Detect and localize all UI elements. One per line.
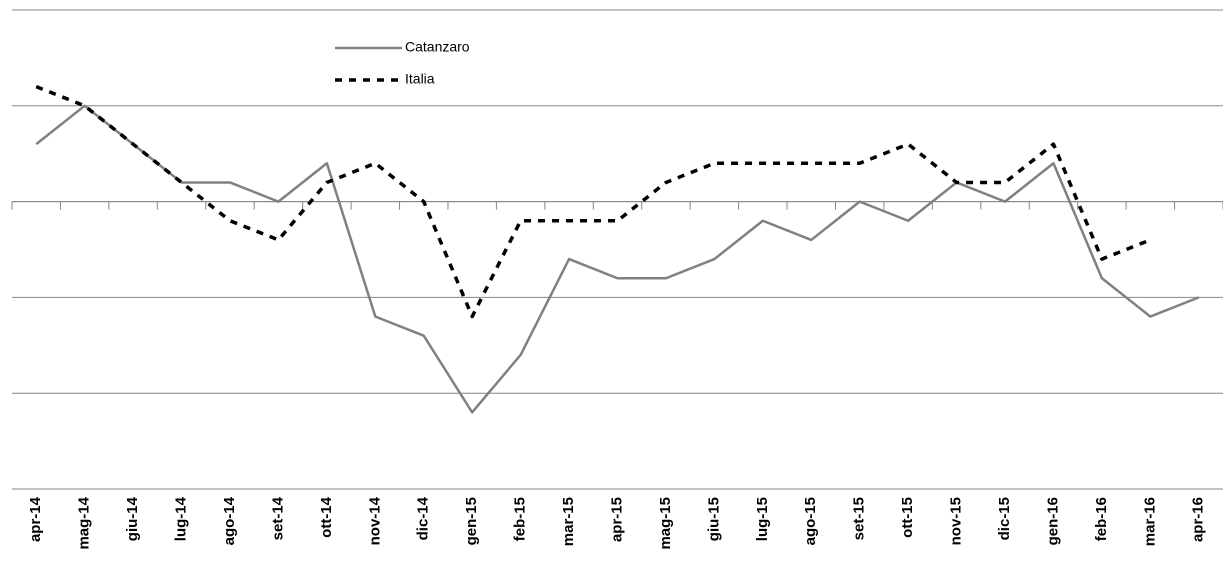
x-tick-label: mar-16 [1141, 497, 1158, 546]
x-tick-label: dic-14 [415, 496, 432, 540]
x-tick-label: gen-15 [463, 497, 480, 545]
x-tick-label: ott-14 [318, 496, 335, 537]
x-tick-label: nov-14 [366, 496, 383, 545]
x-tick-label: giu-14 [124, 496, 141, 541]
legend-label: Italia [405, 71, 435, 87]
x-tick-label: set-15 [851, 497, 868, 540]
x-tick-label: ago-14 [221, 496, 238, 545]
series-line [35, 104, 1200, 414]
x-tick-label: ott-15 [899, 497, 916, 538]
x-tick-label: mag-15 [657, 497, 674, 550]
x-tick-label: lug-14 [173, 496, 190, 541]
x-tick-label: nov-15 [948, 497, 965, 545]
x-tick-label: gen-16 [1044, 497, 1061, 545]
x-tick-label: giu-15 [705, 497, 722, 541]
x-tick-label: apr-14 [27, 496, 44, 542]
x-tick-label: lug-15 [754, 497, 771, 541]
x-tick-label: dic-15 [996, 497, 1013, 540]
series-line [35, 85, 1151, 319]
x-tick-label: apr-16 [1190, 497, 1207, 542]
x-tick-label: mar-15 [560, 497, 577, 546]
x-tick-label: feb-16 [1093, 497, 1110, 541]
legend-label: Catanzaro [405, 39, 470, 55]
x-tick-label: apr-15 [608, 497, 625, 542]
x-tick-label: ago-15 [802, 497, 819, 545]
x-tick-label: set-14 [269, 496, 286, 540]
x-tick-label: feb-15 [512, 497, 529, 541]
x-tick-label: mag-14 [76, 496, 93, 549]
